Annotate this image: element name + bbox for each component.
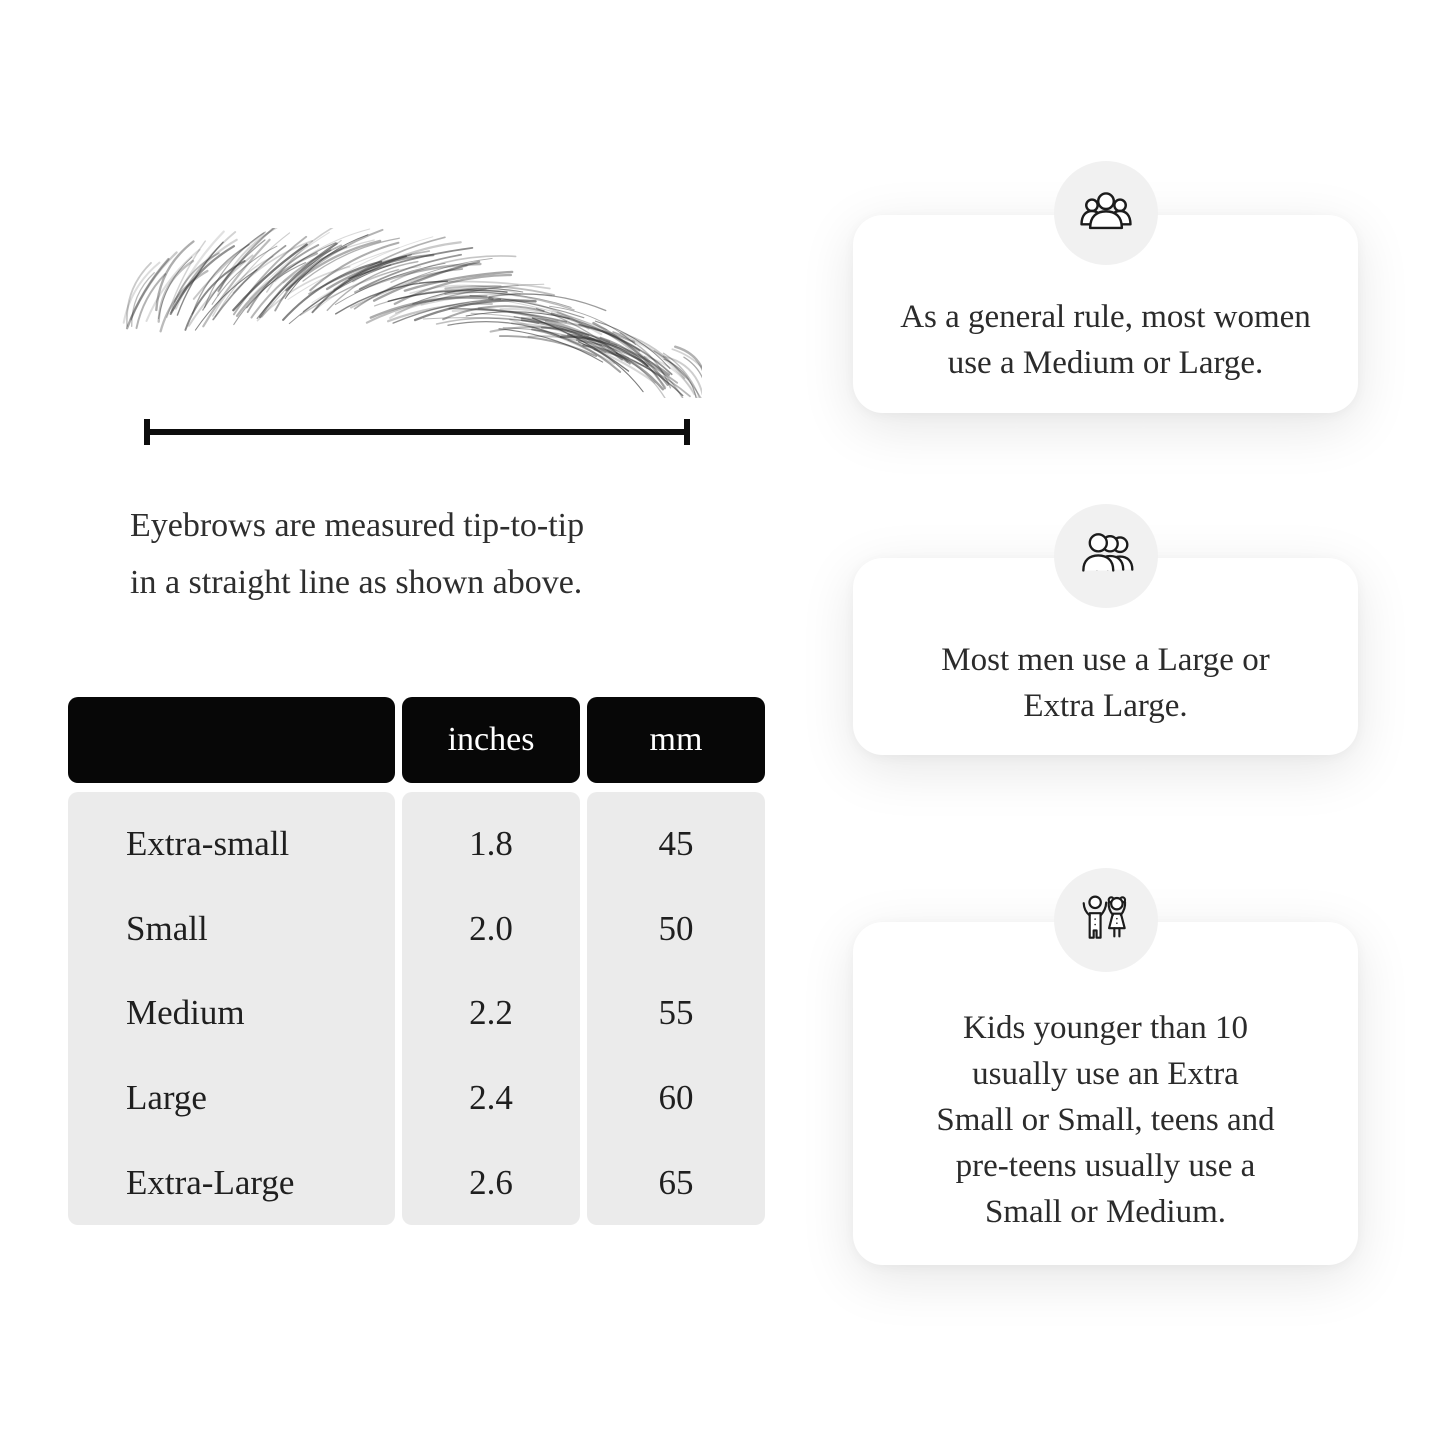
- men-group-icon: [1053, 504, 1158, 608]
- text-line: Small or Medium.: [984, 1193, 1227, 1230]
- measure-caption: Eyebrows are measured tip-to-tip in a str…: [130, 497, 584, 611]
- info-card-text-men: Most men use a Large or Extra Large.: [853, 637, 1358, 729]
- women-group-icon: [1053, 161, 1158, 265]
- mm-value-cell: 45: [658, 824, 694, 864]
- text-line: Extra Large.: [1023, 687, 1188, 724]
- mm-value-cell: 50: [658, 908, 694, 948]
- size-label-cell: Large: [126, 1078, 207, 1118]
- info-card-text-women: As a general rule, most women use a Mediu…: [853, 294, 1358, 386]
- inches-value-cell: 2.6: [469, 1162, 513, 1202]
- text-line: Eyebrows are measured tip-to-tip: [130, 507, 585, 544]
- eyebrow-illustration: [122, 228, 702, 398]
- kids-icon: [1053, 868, 1158, 972]
- size-label-cell: Small: [126, 908, 208, 948]
- size-chart-table: inches mm Extra-small Small Medium Large Ext…: [68, 697, 765, 1225]
- table-column-sizes: Extra-small Small Medium Large Extra-Large: [68, 792, 395, 1225]
- table-header-row: inches mm: [68, 697, 765, 783]
- table-header-mm: mm: [587, 697, 765, 783]
- size-label-cell: Extra-small: [126, 824, 290, 864]
- measure-line: [144, 419, 690, 445]
- text-line: in a straight line as shown above.: [130, 564, 583, 601]
- mm-value-cell: 60: [658, 1078, 694, 1118]
- info-card-men: Most men use a Large or Extra Large.: [853, 504, 1358, 755]
- inches-value-cell: 1.8: [469, 824, 513, 864]
- inches-value-cell: 2.0: [469, 908, 513, 948]
- table-body: Extra-small Small Medium Large Extra-Large 1…: [68, 792, 765, 1225]
- inches-value-cell: 2.2: [469, 993, 513, 1033]
- table-column-mm: 45 50 55 60 65: [587, 792, 765, 1225]
- mm-value-cell: 65: [658, 1162, 694, 1202]
- table-column-inches: 1.8 2.0 2.2 2.4 2.6: [402, 792, 580, 1225]
- inches-value-cell: 2.4: [469, 1078, 513, 1118]
- mm-value-cell: 55: [658, 993, 694, 1033]
- text-line: Small or Small, teens and: [936, 1101, 1275, 1138]
- text-line: use a Medium or Large.: [947, 345, 1264, 381]
- text-line: As a general rule, most women: [900, 299, 1311, 335]
- table-header-blank: [68, 697, 395, 783]
- table-header-inches: inches: [402, 697, 580, 783]
- size-label-cell: Extra-Large: [126, 1162, 295, 1202]
- text-line: Kids younger than 10: [962, 1009, 1249, 1046]
- size-label-cell: Medium: [126, 993, 245, 1033]
- info-card-women: As a general rule, most women use a Mediu…: [853, 161, 1358, 413]
- text-line: pre-teens usually use a: [955, 1147, 1256, 1184]
- text-line: Most men use a Large or: [941, 641, 1270, 678]
- info-card-text-kids: Kids younger than 10 usually use an Extra…: [853, 1005, 1358, 1235]
- info-card-kids: Kids younger than 10 usually use an Extra…: [853, 868, 1358, 1265]
- text-line: usually use an Extra: [972, 1055, 1239, 1092]
